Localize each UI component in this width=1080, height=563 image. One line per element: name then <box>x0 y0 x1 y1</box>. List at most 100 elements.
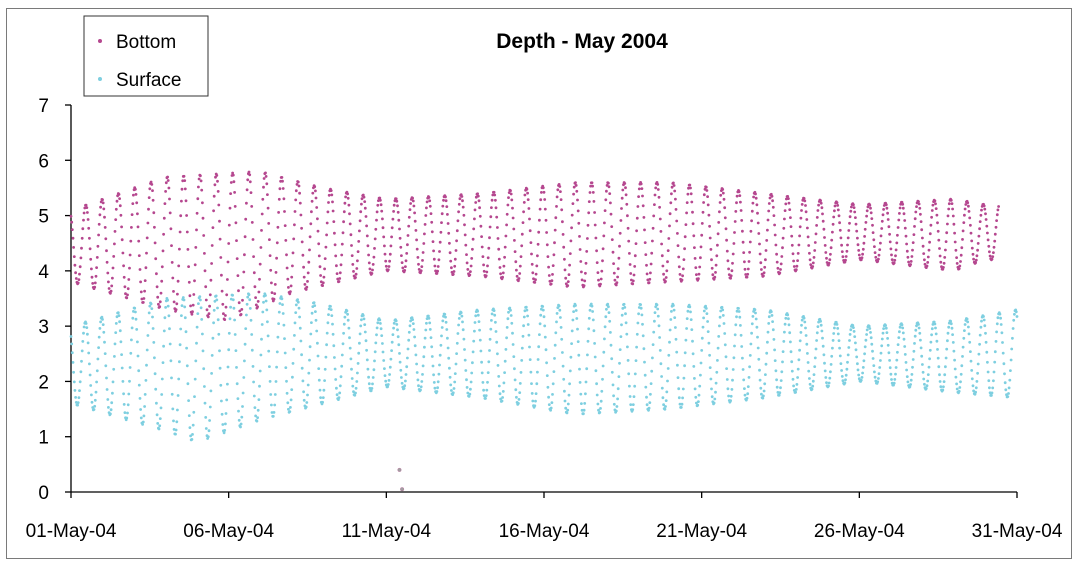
data-point <box>680 278 684 282</box>
data-point <box>231 293 235 297</box>
data-point <box>195 341 198 345</box>
data-point <box>961 229 965 233</box>
data-point <box>212 194 216 198</box>
data-point <box>221 423 225 426</box>
data-point <box>496 364 500 367</box>
data-point <box>225 398 229 402</box>
data-point <box>339 263 343 267</box>
data-point <box>894 248 898 252</box>
data-point <box>835 201 839 205</box>
data-point <box>305 285 309 289</box>
data-point <box>876 380 880 384</box>
data-point <box>460 314 464 318</box>
data-point <box>338 391 342 395</box>
data-point <box>430 355 434 358</box>
data-point <box>295 183 299 186</box>
data-point <box>584 261 588 265</box>
data-point <box>733 220 737 223</box>
data-point <box>340 242 344 246</box>
data-point <box>542 315 546 319</box>
outlier-point <box>400 487 405 492</box>
data-point <box>310 321 313 324</box>
data-point <box>95 369 99 373</box>
data-point <box>704 304 707 308</box>
data-point <box>203 269 207 273</box>
data-point <box>549 282 553 286</box>
data-point <box>710 395 714 399</box>
data-point <box>704 307 708 310</box>
data-point <box>1012 318 1016 322</box>
data-point <box>804 334 808 337</box>
data-point <box>885 331 889 334</box>
data-point <box>558 308 562 312</box>
data-point <box>552 253 556 257</box>
data-point <box>77 396 81 399</box>
x-tick-label: 11-May-04 <box>342 521 432 542</box>
data-point <box>496 237 500 240</box>
data-point <box>968 340 972 344</box>
data-point <box>484 394 488 397</box>
data-point <box>98 213 102 217</box>
data-point <box>304 405 308 409</box>
data-point <box>967 332 971 336</box>
data-point <box>508 306 512 310</box>
data-point <box>635 345 638 349</box>
data-point <box>105 260 109 264</box>
data-point <box>811 384 815 388</box>
data-point <box>273 292 277 295</box>
data-point <box>339 375 343 379</box>
data-point <box>371 268 374 272</box>
data-point <box>473 217 476 221</box>
data-point <box>109 412 112 416</box>
data-point <box>217 203 221 207</box>
data-point <box>373 247 376 250</box>
data-point <box>682 376 686 380</box>
data-point <box>172 300 176 304</box>
data-point <box>780 255 784 258</box>
data-point <box>522 324 525 328</box>
data-point <box>991 255 995 258</box>
data-point <box>270 411 274 414</box>
data-point <box>357 240 361 243</box>
data-point <box>839 236 843 240</box>
data-point <box>577 221 581 225</box>
data-point <box>183 316 187 320</box>
data-point <box>106 271 110 275</box>
data-point <box>450 389 453 392</box>
data-point <box>229 192 233 196</box>
data-point <box>771 320 774 323</box>
data-point <box>160 265 164 269</box>
data-point <box>185 230 189 234</box>
data-point <box>528 345 531 349</box>
data-point <box>838 346 841 350</box>
data-point <box>227 223 231 227</box>
chart-title: Depth - May 2004 <box>496 30 668 53</box>
data-point <box>616 397 619 401</box>
data-point <box>243 253 246 257</box>
data-point <box>773 348 776 352</box>
data-point <box>857 249 861 252</box>
data-point <box>453 380 457 384</box>
data-point <box>153 356 156 360</box>
data-point <box>713 275 717 279</box>
data-point <box>113 355 116 358</box>
data-point <box>299 213 303 217</box>
data-point <box>592 329 596 333</box>
data-point <box>277 197 281 201</box>
data-point <box>354 386 358 390</box>
data-point <box>595 382 598 386</box>
data-point <box>570 329 574 333</box>
data-point <box>168 327 171 331</box>
data-point <box>821 219 825 223</box>
data-point <box>129 351 133 355</box>
data-point <box>935 213 939 217</box>
data-point <box>294 303 298 307</box>
data-point <box>231 298 235 302</box>
data-point <box>97 233 100 237</box>
data-point <box>936 229 940 233</box>
data-point <box>561 351 564 354</box>
data-point <box>721 308 725 312</box>
data-point <box>540 191 543 194</box>
data-point <box>616 275 619 279</box>
data-point <box>658 205 661 209</box>
